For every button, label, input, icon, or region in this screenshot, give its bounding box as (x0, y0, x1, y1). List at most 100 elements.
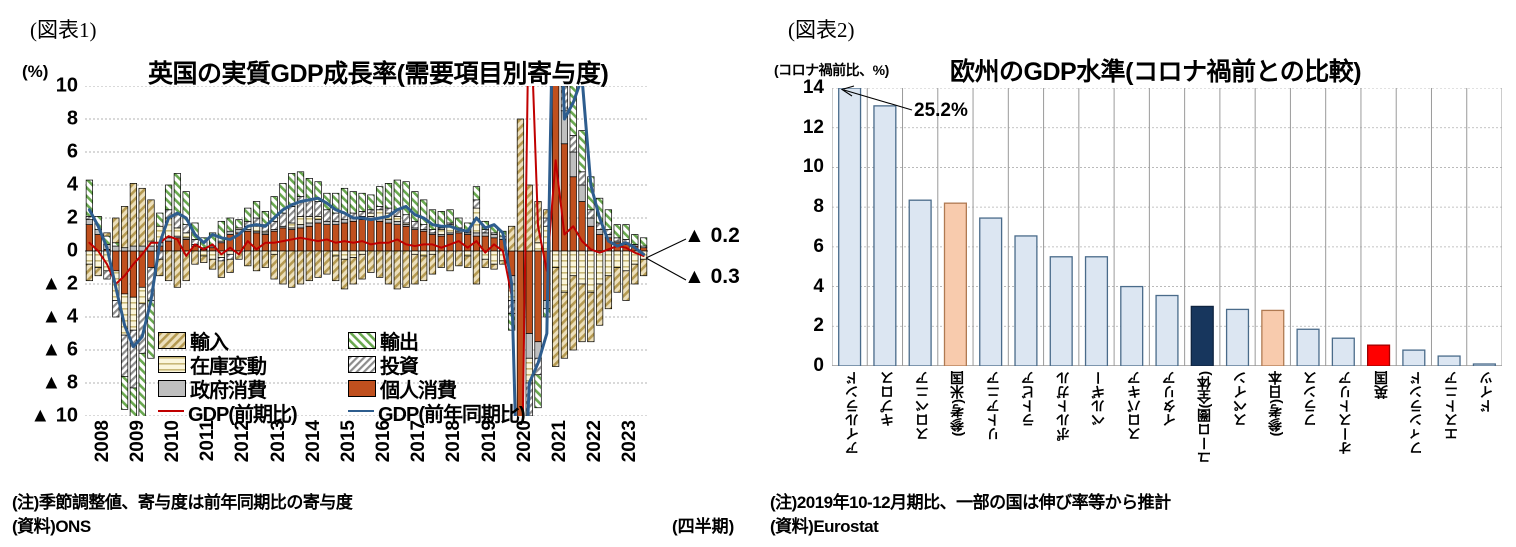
figure-1-y-tick: 0 (66, 239, 78, 262)
figure-1-bar-segment (340, 258, 349, 290)
figure-1-bar-segment (314, 201, 322, 217)
figure-1-bar-segment (217, 260, 225, 278)
figure-1-plot-area (85, 86, 648, 416)
figure-1-bar-segment (173, 227, 181, 237)
figure-1-bar-segment (578, 250, 586, 285)
figure-1-bar-segment (279, 250, 287, 285)
figure-1-bar-segment (613, 237, 621, 242)
figure-2-note: (注)2019年10-12月期比、一部の国は伸び率等から推計 (770, 493, 1171, 512)
figure-1-bar-segment (332, 192, 340, 214)
figure-1-bar-segment (420, 224, 428, 230)
figure-1-bar-segment (596, 229, 604, 235)
figure-1-bar-segment (129, 182, 137, 247)
figure-1-y-tick: 6 (66, 140, 78, 163)
figure-1-leader-lines (645, 238, 687, 281)
legend-item-label: GDP(前期比) (188, 404, 298, 426)
figure-1-bar-segment (235, 219, 243, 229)
figure-1-bar-segment (120, 334, 129, 377)
figure-1-bar-segment (384, 207, 393, 214)
figure-1-bar-segment (226, 230, 234, 235)
figure-1-bar-segment (279, 227, 287, 252)
figure-1-bar-segment (138, 286, 146, 305)
figure-1-bar-segment (376, 220, 384, 252)
figure-1-bar-segment (622, 224, 630, 240)
figure-1-bar-segment (112, 300, 120, 318)
figure-1-bar-segment (252, 225, 261, 232)
figure-1-bar-segment (464, 250, 472, 257)
figure-2-bar (1190, 305, 1214, 366)
figure-1-bar-segment (402, 214, 410, 224)
figure-1-bar-segment (129, 296, 137, 331)
figure-1-bar-segment (349, 220, 357, 252)
figure-2-x-tick: ポルトガル (1055, 371, 1072, 441)
figure-2-y-tick: 12 (802, 116, 824, 138)
figure-1-bar-segment (358, 253, 366, 280)
figure-1-bar-segment (332, 255, 340, 282)
figure-2-bar (1084, 256, 1109, 366)
figure-1-bar-segment (367, 194, 375, 211)
figure-1-bar-segment (244, 207, 252, 222)
figure-1-x-tick: 2023 (619, 420, 641, 463)
figure-1-bar-segment (578, 130, 586, 173)
figure-2-bar (1402, 349, 1426, 366)
figure-1-legend-row: 輸入 輸出 (158, 326, 558, 354)
legend-color-swatch (348, 332, 376, 349)
legend-line-swatch (348, 409, 374, 412)
figure-1-y-tick: ▲ 8 (41, 371, 78, 394)
figure-1-bar-segment (129, 387, 137, 416)
figure-1-bar-segment (411, 229, 419, 252)
figure-1-legend-item: 政府消費 (158, 374, 348, 403)
figure-1-legend-item: 輸入 (158, 326, 348, 355)
figure-2-title: 欧州のGDP水準(コロナ禍前との比較) (950, 58, 1362, 86)
figure-1-bar-segment (85, 250, 94, 265)
figure-1-bar-segment (314, 216, 322, 221)
figure-1-bar-segment (393, 220, 401, 225)
figure-1-bar-segment (437, 229, 445, 235)
figure-1-bar-segment (200, 250, 208, 257)
figure-1-end-label-qoq: ▲ 0.2 (684, 224, 740, 247)
figure-1-bar-segment (208, 258, 217, 270)
figure-1-x-tick: 2020 (513, 420, 535, 463)
figure-1-bar-segment (332, 250, 340, 257)
figure-2-x-tick: ユーロ圏(全体) (1196, 371, 1213, 465)
figure-1-bar-segment (305, 199, 313, 217)
figure-1-bar-segment (552, 250, 560, 268)
figure-2-x-tick: リトアニア (984, 371, 1001, 441)
figure-1-bar-segment (622, 250, 630, 272)
figure-1-bar-segment (358, 211, 366, 217)
figure-1-legend-item: GDP(前期比) (158, 398, 348, 427)
figure-2-bar (1367, 344, 1391, 366)
legend-color-swatch (158, 356, 186, 373)
figure-1-bar-segment (481, 258, 489, 268)
figure-2-x-tick: スペイン (1231, 371, 1248, 427)
figure-1-bar-segment (270, 220, 278, 230)
figure-1-bar-segment (138, 187, 146, 247)
figure-1-bar-segment (340, 222, 349, 252)
figure-1-bar-segment (173, 250, 181, 288)
figure-1-x-tick: 2022 (584, 420, 606, 463)
figure-1-x-tick: 2015 (337, 420, 359, 463)
figure-1-bar-segment (323, 224, 331, 252)
figure-2-label: (図表2) (788, 18, 855, 42)
figure-1-bar-segment (288, 206, 296, 224)
figure-2-bar (1296, 328, 1320, 366)
figure-1-bar-segment (358, 192, 366, 212)
figure-2-bar (873, 105, 897, 366)
legend-color-swatch (348, 356, 376, 373)
figure-1-bar-segment (173, 173, 181, 216)
figure-1-legend-item: 個人消費 (348, 374, 538, 403)
figure-1-bar-segment (252, 250, 261, 272)
figure-1-chart-svg (85, 86, 648, 416)
legend-item-label: GDP(前年同期比) (378, 404, 526, 426)
figure-1-bar-segment (508, 225, 516, 252)
figure-1-x-tick: 2009 (126, 420, 148, 463)
figure-2-bar (1225, 308, 1250, 366)
figure-1-x-tick: 2013 (267, 420, 289, 463)
figure-1-bar-segment (367, 212, 375, 217)
legend-color-swatch (348, 380, 376, 397)
figure-1-bar-segment (182, 232, 190, 239)
figure-1-bar-segment (164, 250, 173, 282)
figure-1-bar-segment (587, 209, 595, 219)
figure-1-bar-segment (349, 191, 357, 214)
figure-1-bar-segment (472, 232, 481, 237)
